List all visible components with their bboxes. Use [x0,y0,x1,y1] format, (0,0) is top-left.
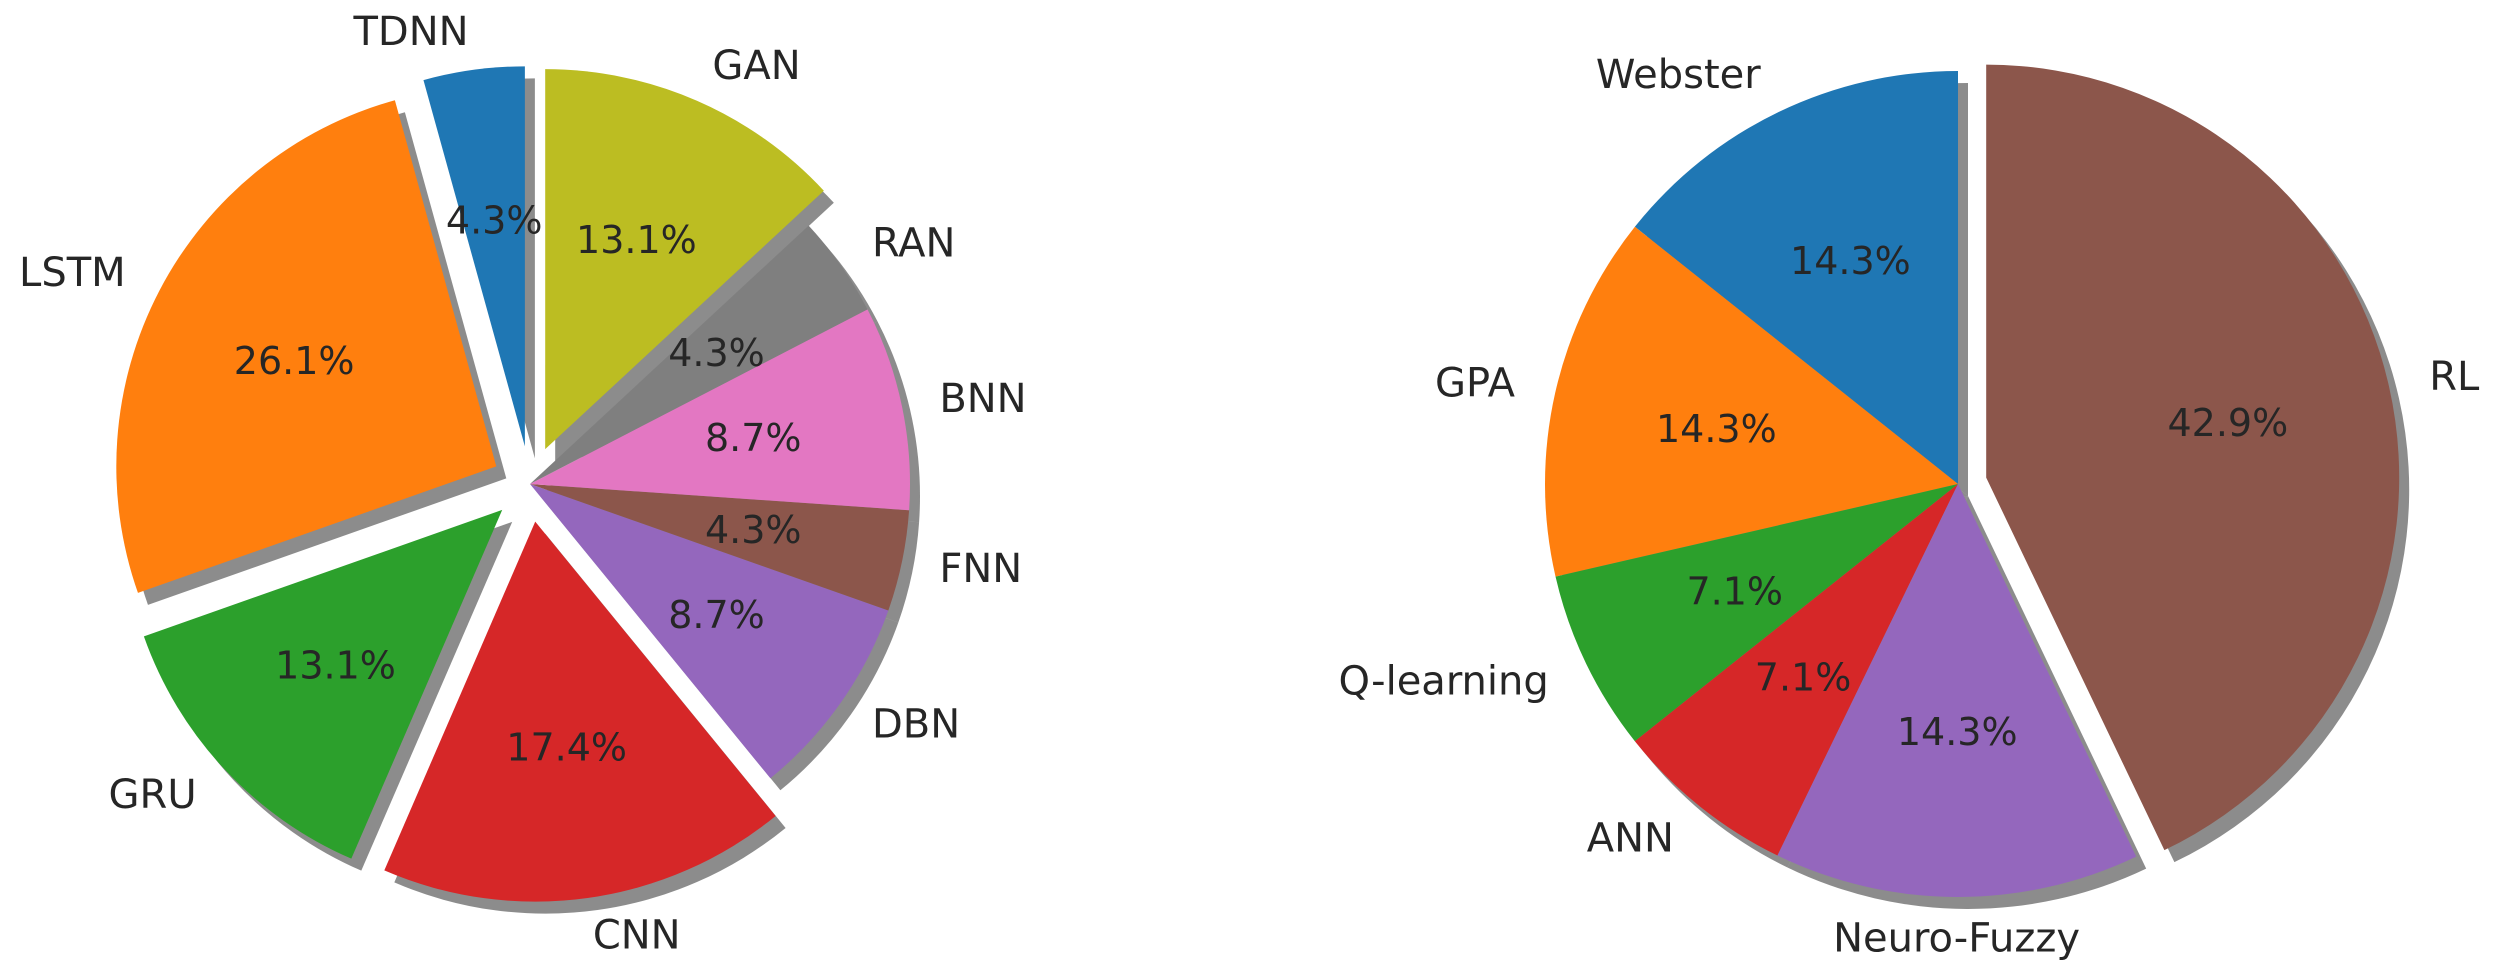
category-label-rl: RL [2429,354,2480,400]
percent-label-neuro-fuzzy: 14.3% [1897,710,2018,754]
category-label-gan: GAN [712,43,800,89]
category-label-fnn: FNN [939,546,1022,592]
category-label-webster: Webster [1596,52,1761,98]
category-label-lstm: LSTM [19,250,126,296]
percent-label-webster: 14.3% [1790,239,1911,283]
pie-slice-fnn [530,484,910,611]
percent-label-lstm: 26.1% [234,339,355,383]
category-label-ran: RAN [872,221,955,267]
pie-chart-methods: Webster 14.3% GPA 14.3% Q-learning 7.1% ANN 7.1… [1339,52,2480,962]
percent-label-gpa: 14.3% [1656,407,1777,451]
pie-slice-ann [1634,484,1958,856]
category-label-ann: ANN [1587,816,1674,862]
pie-slice-lstm [116,100,497,593]
percent-label-q-learning: 7.1% [1687,570,1784,614]
percent-label-bnn: 8.7% [705,416,802,460]
pie-slice-rl [1986,64,2400,851]
category-label-neuro-fuzzy: Neuro-Fuzzy [1833,915,2080,961]
percent-label-ran: 4.3% [668,331,765,375]
pie-slice-gru [143,509,503,859]
percent-label-dbn: 8.7% [668,593,765,637]
pie-slice-cnn [384,521,776,902]
category-label-dbn: DBN [872,701,960,747]
pie-chart-architectures: TDNN 4.3% LSTM 26.1% GRU 13.1% CNN 17.4% DBN 8.7%… [19,9,1027,958]
pie-slice-dbn [530,484,889,779]
category-label-bnn: BNN [939,376,1026,422]
percent-label-rl: 42.9% [2167,401,2288,445]
percent-label-gan: 13.1% [576,218,697,262]
pie-slice-bnn [530,309,911,511]
category-label-cnn: CNN [593,913,681,959]
category-label-q-learning: Q-learning [1339,658,1549,704]
category-label-tdnn: TDNN [353,9,469,55]
pie-slice-tdnn [423,66,525,447]
pie-slice-webster [1634,71,1958,484]
percent-label-gru: 13.1% [275,643,396,687]
percent-label-tdnn: 4.3% [446,198,543,242]
pie-slice-gpa [1545,226,1958,577]
pie-slice-gan [545,69,824,450]
pie-slice-neuro-fuzzy [1777,484,2137,897]
percent-label-fnn: 4.3% [705,508,802,552]
category-label-gpa: GPA [1435,361,1516,407]
percent-label-cnn: 17.4% [506,725,627,769]
percent-label-ann: 7.1% [1755,655,1852,699]
pie-slice-q-learning [1555,484,1958,742]
category-label-gru: GRU [109,772,197,818]
pie-slice-ran [530,225,868,484]
